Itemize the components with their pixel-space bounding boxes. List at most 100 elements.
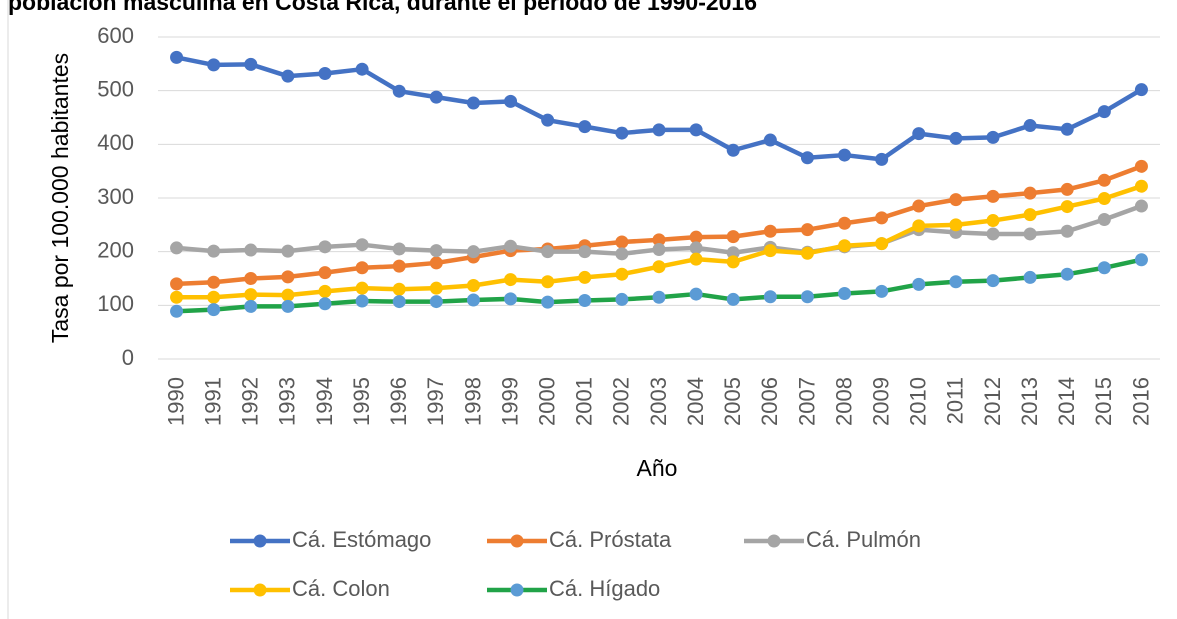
data-point [466, 293, 480, 307]
data-point [392, 295, 406, 309]
legend-marker [767, 534, 781, 548]
data-point [281, 244, 295, 258]
y-tick-label: 500 [97, 76, 134, 101]
legend-marker [510, 583, 524, 597]
data-point [429, 295, 443, 309]
data-point [1060, 182, 1074, 196]
data-point [170, 277, 184, 291]
data-point [429, 281, 443, 295]
data-point [281, 69, 295, 83]
legend-label: Cá. Estómago [292, 527, 431, 552]
data-point [689, 123, 703, 137]
y-tick-label: 200 [97, 237, 134, 262]
data-point [1097, 173, 1111, 187]
y-tick-label: 300 [97, 184, 134, 209]
y-tick-label: 100 [97, 291, 134, 316]
data-point [504, 239, 518, 253]
data-point [986, 130, 1000, 144]
data-point [652, 233, 666, 247]
legend-marker [510, 534, 524, 548]
chart-frame [7, 0, 9, 619]
x-tick-label: 2015 [1091, 377, 1116, 426]
x-tick-label: 2011 [943, 377, 968, 424]
legend-label: Cá. Próstata [549, 527, 672, 552]
data-point [1134, 253, 1148, 267]
data-point [429, 90, 443, 104]
data-point [318, 284, 332, 298]
data-point [986, 189, 1000, 203]
data-point [578, 294, 592, 308]
data-point [615, 126, 629, 140]
data-point [875, 211, 889, 225]
x-tick-label: 2001 [572, 377, 597, 426]
data-point [1023, 270, 1037, 284]
x-tick-label: 2014 [1054, 377, 1079, 426]
data-point [1134, 179, 1148, 193]
data-point [355, 261, 369, 275]
data-point [838, 287, 852, 301]
x-tick-label: 2013 [1017, 377, 1042, 426]
x-tick-label: 2012 [980, 377, 1005, 426]
data-point [541, 275, 555, 289]
data-point [1097, 105, 1111, 119]
data-point [318, 297, 332, 311]
y-tick-label: 0 [122, 345, 134, 370]
data-point [578, 270, 592, 284]
data-point [1023, 208, 1037, 222]
data-point [170, 241, 184, 255]
data-point [541, 295, 555, 309]
x-tick-label: 2003 [646, 377, 671, 426]
data-point [170, 290, 184, 304]
data-point [207, 290, 221, 304]
data-point [281, 270, 295, 284]
data-point [615, 247, 629, 261]
data-point [763, 290, 777, 304]
data-point [652, 290, 666, 304]
data-point [726, 230, 740, 244]
data-point [1134, 159, 1148, 173]
x-axis-label: Año [637, 455, 678, 481]
y-tick-label: 400 [97, 130, 134, 155]
data-point [1023, 119, 1037, 133]
y-tick-label: 600 [97, 23, 134, 48]
data-point [949, 218, 963, 232]
x-tick-label: 2005 [720, 377, 745, 426]
data-point [986, 214, 1000, 228]
data-point [392, 242, 406, 256]
data-point [689, 252, 703, 266]
data-point [949, 193, 963, 207]
data-point [689, 287, 703, 301]
data-point [1060, 224, 1074, 238]
data-point [504, 292, 518, 306]
data-point [392, 259, 406, 273]
data-point [281, 299, 295, 313]
data-point [1134, 83, 1148, 97]
data-point [726, 255, 740, 269]
data-point [504, 94, 518, 108]
data-point [652, 123, 666, 137]
x-tick-label: 2004 [683, 377, 708, 426]
x-tick-label: 2009 [868, 377, 893, 426]
data-point [912, 127, 926, 141]
data-point [170, 50, 184, 64]
data-point [318, 240, 332, 254]
data-point [763, 244, 777, 258]
data-point [244, 57, 258, 71]
data-point [615, 267, 629, 281]
data-point [800, 223, 814, 237]
data-point [578, 245, 592, 259]
data-point [726, 292, 740, 306]
data-point [244, 299, 258, 313]
x-tick-label: 2008 [831, 377, 856, 426]
x-tick-label: 2010 [906, 377, 931, 426]
data-point [875, 152, 889, 166]
x-tick-label: 1990 [163, 377, 188, 426]
data-point [986, 227, 1000, 241]
data-point [244, 288, 258, 302]
data-point [912, 277, 926, 291]
x-tick-label: 1995 [349, 377, 374, 426]
x-tick-label: 1992 [238, 377, 263, 426]
data-point [281, 288, 295, 302]
data-point [207, 275, 221, 289]
